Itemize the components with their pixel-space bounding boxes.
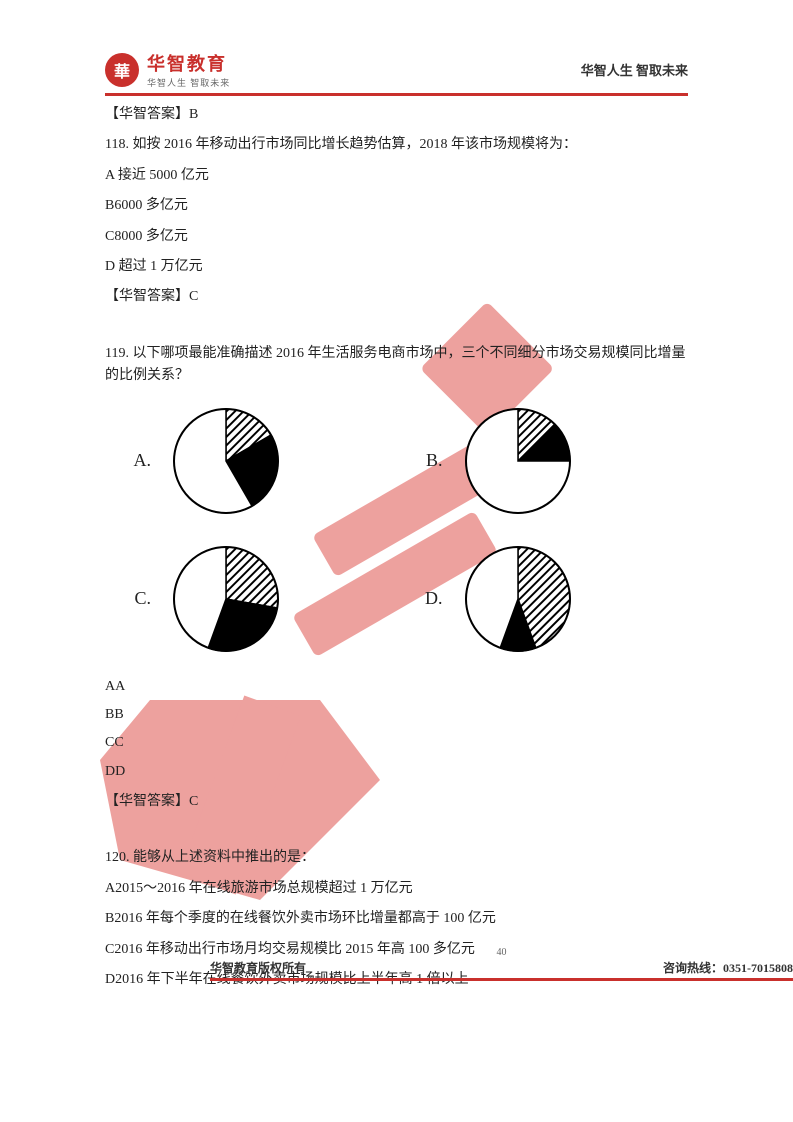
q117-answer: 【华智答案】B [105, 104, 688, 126]
header: 華 华智教育 华智人生 智取未来 华智人生 智取未来 [105, 50, 688, 89]
chart-b-label: B. [417, 446, 443, 475]
footer-divider [210, 978, 793, 981]
footer-row: 40 华智教育版权所有 咨询热线：0351-7015808 [210, 959, 793, 976]
chart-a-label: A. [125, 446, 151, 475]
chart-a-cell: A. [105, 406, 397, 516]
chart-b-cell: B. [397, 406, 689, 516]
q120-stem: 120. 能够从上述资料中推出的是： [105, 847, 688, 869]
q119-answer: 【华智答案】C [105, 791, 688, 813]
logo-block: 華 华智教育 华智人生 智取未来 [105, 50, 230, 89]
pie-chart-a [171, 406, 281, 516]
page: 華 华智教育 华智人生 智取未来 华智人生 智取未来 【华智答案】B 118. … [0, 0, 793, 1122]
q119-cc: CC [105, 732, 688, 754]
logo-text: 华智教育 华智人生 智取未来 [147, 50, 230, 89]
q118-stem: 118. 如按 2016 年移动出行市场同比增长趋势估算，2018 年该市场规模… [105, 134, 688, 156]
q119-stem: 119. 以下哪项最能准确描述 2016 年生活服务电商市场中，三个不同细分市场… [105, 343, 688, 388]
q120-opt-c: C2016 年移动出行市场月均交易规模比 2015 年高 100 多亿元 [105, 939, 688, 961]
footer-page: 40 [497, 947, 507, 958]
q118-opt-c: C8000 多亿元 [105, 226, 688, 248]
chart-c-label: C. [125, 584, 151, 613]
logo-circle-icon: 華 [105, 53, 139, 87]
pie-chart-d [463, 544, 573, 654]
logo-char: 華 [114, 58, 130, 82]
footer: 40 华智教育版权所有 咨询热线：0351-7015808 [210, 959, 793, 981]
q120-opt-b: B2016 年每个季度的在线餐饮外卖市场环比增量都高于 100 亿元 [105, 908, 688, 930]
chart-d-cell: D. [397, 544, 689, 654]
pie-chart-b [463, 406, 573, 516]
q118-answer: 【华智答案】C [105, 286, 688, 308]
q119-charts: A. B. C. D. [105, 406, 688, 654]
chart-d-label: D. [417, 584, 443, 613]
q119-bb: BB [105, 704, 688, 726]
content: 【华智答案】B 118. 如按 2016 年移动出行市场同比增长趋势估算，201… [105, 104, 688, 991]
q120-opt-a: A2015～2016 年在线旅游市场总规模超过 1 万亿元 [105, 878, 688, 900]
header-right: 华智人生 智取未来 [581, 60, 688, 79]
chart-c-cell: C. [105, 544, 397, 654]
footer-left: 华智教育版权所有 [210, 959, 306, 976]
q119-aa: AA [105, 676, 688, 698]
header-divider [105, 93, 688, 96]
logo-main: 华智教育 [147, 50, 230, 76]
logo-sub: 华智人生 智取未来 [147, 76, 230, 89]
footer-right: 咨询热线：0351-7015808 [663, 959, 793, 976]
q118-opt-b: B6000 多亿元 [105, 195, 688, 217]
q119-dd: DD [105, 761, 688, 783]
q118-opt-a: A 接近 5000 亿元 [105, 165, 688, 187]
pie-chart-c [171, 544, 281, 654]
q118-opt-d: D 超过 1 万亿元 [105, 256, 688, 278]
